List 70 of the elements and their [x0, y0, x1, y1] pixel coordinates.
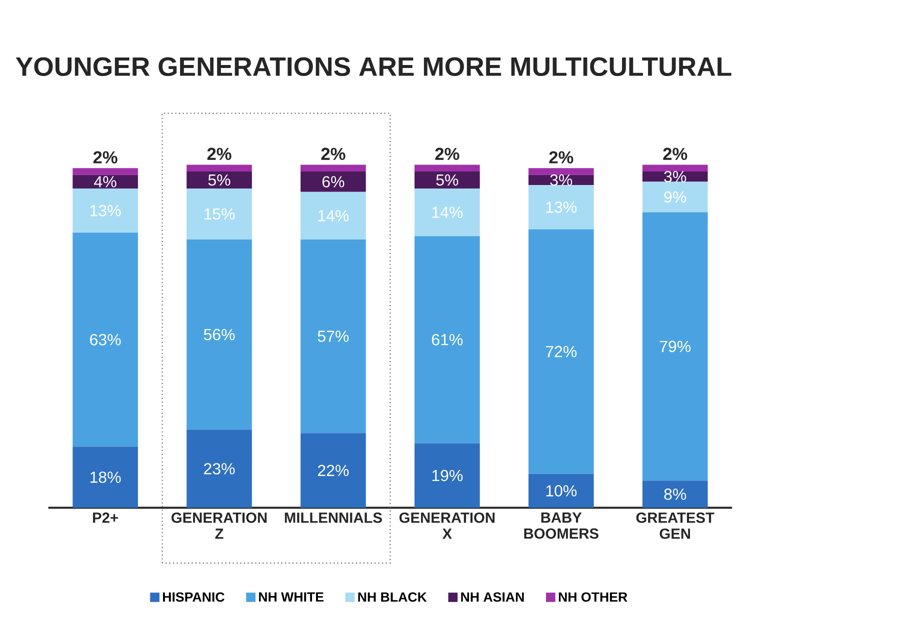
bar: [414, 164, 480, 172]
x-tick-label: GENERATION Z: [172, 512, 267, 539]
x-tick-label: BABY BOOMERS: [524, 512, 598, 539]
x-tick-label: MILLENNIALS: [284, 512, 382, 524]
legend-label: HISPANIC: [163, 592, 224, 602]
bar: [72, 446, 138, 508]
data-label: 13%: [90, 205, 121, 216]
bar: [300, 164, 366, 172]
data-label: 22%: [318, 464, 349, 476]
bar: [300, 433, 366, 508]
bar: [72, 188, 138, 233]
x-tick-label: P2+: [93, 512, 118, 523]
bar: [186, 172, 252, 189]
x-tick-label: GENERATION X: [399, 512, 495, 539]
data-label: 2%: [663, 148, 688, 160]
bar: [300, 192, 366, 240]
data-label: 4%: [94, 176, 116, 188]
data-label: 2%: [549, 151, 574, 164]
legend-label: NH ASIAN: [461, 592, 524, 602]
data-label: 56%: [204, 329, 235, 340]
data-label: 18%: [90, 472, 121, 483]
data-label: 23%: [204, 463, 235, 475]
data-label: 14%: [318, 210, 349, 222]
legend-label: NH OTHER: [558, 592, 628, 602]
data-label: 3%: [664, 171, 686, 182]
data-label: 8%: [664, 488, 686, 500]
bar: [528, 474, 594, 508]
data-label: 6%: [322, 176, 344, 188]
legend-label: NH BLACK: [358, 592, 427, 602]
bar: [72, 175, 138, 189]
bar: [186, 430, 252, 508]
data-label: 19%: [432, 470, 463, 482]
data-label: 61%: [432, 334, 463, 346]
bar: [414, 188, 480, 236]
bar: [528, 229, 594, 474]
data-label: 2%: [321, 148, 346, 160]
bar: [528, 168, 594, 176]
x-tick-label: GREATEST GEN: [636, 512, 714, 540]
bar: [300, 172, 366, 192]
bar: [186, 188, 252, 240]
bar: [300, 240, 366, 434]
data-label: 3%: [550, 174, 572, 186]
data-label: 9%: [664, 191, 686, 203]
data-label: 5%: [208, 174, 230, 186]
bar: [186, 240, 252, 430]
data-label: 72%: [546, 346, 577, 358]
data-label: 15%: [204, 208, 235, 220]
bar: [414, 172, 480, 189]
data-label: 63%: [90, 334, 121, 346]
legend-label: NH WHITE: [259, 592, 324, 602]
data-label: 10%: [546, 485, 577, 497]
data-label: 2%: [93, 151, 118, 164]
data-label: 57%: [318, 330, 349, 342]
data-label: 14%: [432, 206, 463, 218]
bar: [414, 236, 480, 444]
data-label: 13%: [546, 202, 577, 213]
bar: [72, 168, 138, 176]
bar: [528, 185, 594, 230]
bar: [642, 182, 708, 212]
bar: [186, 164, 252, 172]
data-label: 2%: [207, 148, 232, 160]
data-label: 2%: [435, 148, 460, 160]
bar: [642, 164, 708, 172]
bar: [642, 212, 708, 481]
chart-title: YOUNGER GENERATIONS ARE MORE MULTICULTURAL: [16, 57, 732, 76]
bar: [642, 480, 708, 508]
bar: [72, 232, 138, 447]
data-label: 5%: [436, 174, 458, 186]
data-label: 79%: [660, 340, 691, 352]
bar: [414, 443, 480, 508]
